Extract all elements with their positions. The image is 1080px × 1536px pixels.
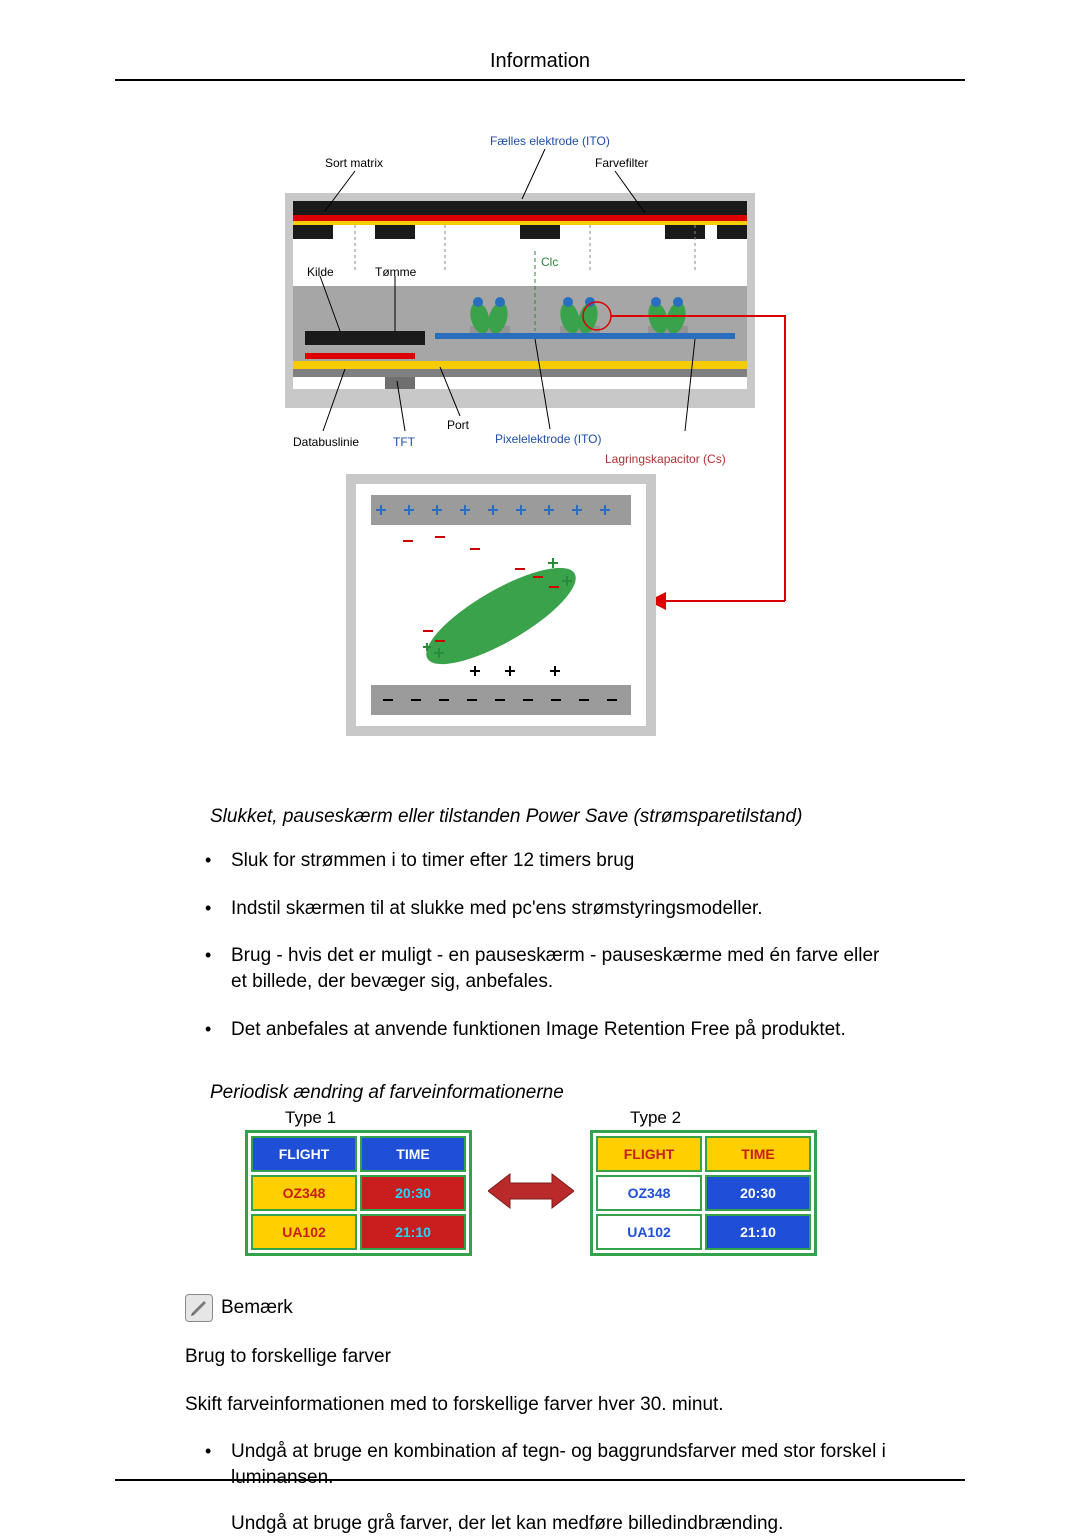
svg-text:Clc: Clc bbox=[541, 255, 558, 269]
svg-text:Fælles elektrode (ITO): Fælles elektrode (ITO) bbox=[490, 134, 610, 148]
cell: 20:30 bbox=[705, 1175, 811, 1211]
svg-text:TFT: TFT bbox=[393, 435, 416, 449]
flight-tables-row: Type 1 FLIGHT TIME OZ348 20:30 UA102 21:… bbox=[245, 1108, 965, 1256]
type1-block: Type 1 FLIGHT TIME OZ348 20:30 UA102 21:… bbox=[245, 1108, 472, 1256]
svg-text:Sort matrix: Sort matrix bbox=[325, 156, 383, 170]
cell-header: TIME bbox=[360, 1136, 466, 1172]
svg-text:Pixelelektrode (ITO): Pixelelektrode (ITO) bbox=[495, 432, 601, 446]
cell-header: FLIGHT bbox=[596, 1136, 702, 1172]
cell: OZ348 bbox=[251, 1175, 357, 1211]
section2-heading: Periodisk ændring af farveinformationern… bbox=[210, 1082, 965, 1104]
cell-header: TIME bbox=[705, 1136, 811, 1172]
svg-text:Kilde: Kilde bbox=[307, 265, 334, 279]
type2-label: Type 2 bbox=[630, 1108, 817, 1128]
footer-divider bbox=[115, 1479, 965, 1481]
lc-zoom-svg bbox=[285, 471, 795, 751]
tft-diagram-svg: Clc bbox=[285, 131, 795, 471]
cell: 20:30 bbox=[360, 1175, 466, 1211]
swap-arrow-icon bbox=[488, 1168, 574, 1219]
cell: UA102 bbox=[251, 1214, 357, 1250]
list-item: Sluk for strømmen i to timer efter 12 ti… bbox=[195, 848, 891, 874]
page-title: Information bbox=[115, 50, 965, 81]
svg-text:Databuslinie: Databuslinie bbox=[293, 435, 359, 449]
list-item: Det anbefales at anvende funktionen Imag… bbox=[195, 1017, 891, 1043]
note-line1: Brug to forskellige farver bbox=[185, 1344, 965, 1370]
note-row: Bemærk bbox=[185, 1294, 965, 1322]
cell: 21:10 bbox=[360, 1214, 466, 1250]
note-icon bbox=[185, 1294, 213, 1322]
section1-bullets: Sluk for strømmen i to timer efter 12 ti… bbox=[195, 848, 965, 1042]
cell: UA102 bbox=[596, 1214, 702, 1250]
type1-label: Type 1 bbox=[285, 1108, 472, 1128]
lc-zoom-diagram bbox=[115, 471, 965, 751]
note-label: Bemærk bbox=[221, 1297, 293, 1319]
flight-table-type1: FLIGHT TIME OZ348 20:30 UA102 21:10 bbox=[245, 1130, 472, 1256]
cell: 21:10 bbox=[705, 1214, 811, 1250]
svg-text:Port: Port bbox=[447, 418, 470, 432]
cell: OZ348 bbox=[596, 1175, 702, 1211]
note-line3: Undgå at bruge grå farver, der let kan m… bbox=[231, 1513, 783, 1534]
note-bullet-text: Undgå at bruge en kombination af tegn- o… bbox=[231, 1441, 886, 1488]
type2-block: Type 2 FLIGHT TIME OZ348 20:30 UA102 21:… bbox=[590, 1108, 817, 1256]
svg-text:Lagringskapacitor (Cs): Lagringskapacitor (Cs) bbox=[605, 452, 726, 466]
list-item: Indstil skærmen til at slukke med pc'ens… bbox=[195, 896, 891, 922]
svg-text:Farvefilter: Farvefilter bbox=[595, 156, 648, 170]
list-item: Brug - hvis det er muligt - en pauseskær… bbox=[195, 943, 891, 994]
section1-heading: Slukket, pauseskærm eller tilstanden Pow… bbox=[210, 806, 965, 828]
list-item: Undgå at bruge en kombination af tegn- o… bbox=[195, 1439, 891, 1536]
flight-table-type2: FLIGHT TIME OZ348 20:30 UA102 21:10 bbox=[590, 1130, 817, 1256]
document-page: Information bbox=[0, 0, 1080, 1527]
svg-text:Tømme: Tømme bbox=[375, 265, 417, 279]
note-bullets: Undgå at bruge en kombination af tegn- o… bbox=[195, 1439, 965, 1536]
cell-header: FLIGHT bbox=[251, 1136, 357, 1172]
tft-diagram: Clc bbox=[115, 131, 965, 471]
note-line2: Skift farveinformationen med to forskell… bbox=[185, 1392, 965, 1418]
